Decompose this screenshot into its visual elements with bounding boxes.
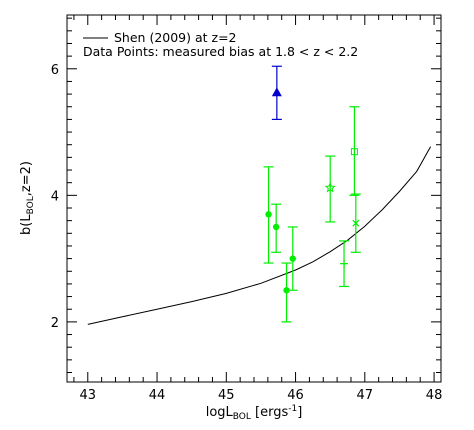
x-axis-label-units: [ergs (251, 405, 289, 420)
model-curve-line (87, 146, 432, 325)
x-axis-label: logLBOL [ergs-1] (206, 404, 303, 422)
legend-points-label: Data Points: measured bias at 1.8 < z < … (83, 44, 358, 59)
model-curve-layer (87, 146, 432, 325)
data-point-cross-b (352, 219, 360, 227)
y-axis-label-tail: ,z=2) (19, 161, 34, 196)
data-points-layer (263, 65, 361, 323)
x-tick-label: 43 (80, 388, 97, 403)
data-point-circle (283, 287, 290, 294)
legend: Shen (2009) at z=2 Data Points: measured… (83, 30, 358, 59)
y-tick-label: 4 (51, 189, 59, 204)
data-point-circle (272, 223, 280, 231)
x-tick-label: 45 (218, 388, 235, 403)
data-point-circle (265, 211, 272, 218)
x-tick-label: 47 (357, 388, 374, 403)
y-tick-label: 6 (51, 63, 59, 78)
legend-line-label: Shen (2009) at z=2 (114, 30, 237, 45)
x-axis-label-main: logL (206, 405, 234, 420)
plot-frame (66, 14, 442, 383)
y-axis-label-main: b(L (19, 214, 34, 235)
data-point-triangle (271, 87, 282, 97)
axis-ticks (67, 15, 441, 382)
x-tick-label: 44 (149, 388, 166, 403)
y-axis-label-subscript: BOL (26, 196, 36, 214)
x-axis-label-subscript: BOL (233, 412, 251, 422)
y-axis-label: b(LBOL,z=2) (19, 161, 36, 235)
x-axis-label-close: ] (297, 405, 302, 420)
y-tick-label: 2 (51, 316, 59, 331)
x-axis-label-superscript: -1 (288, 404, 297, 414)
data-point-star (324, 181, 336, 193)
x-tick-label: 48 (426, 388, 443, 403)
data-point-circle (289, 255, 296, 262)
x-tick-label: 46 (287, 388, 304, 403)
data-point-square (350, 148, 358, 156)
